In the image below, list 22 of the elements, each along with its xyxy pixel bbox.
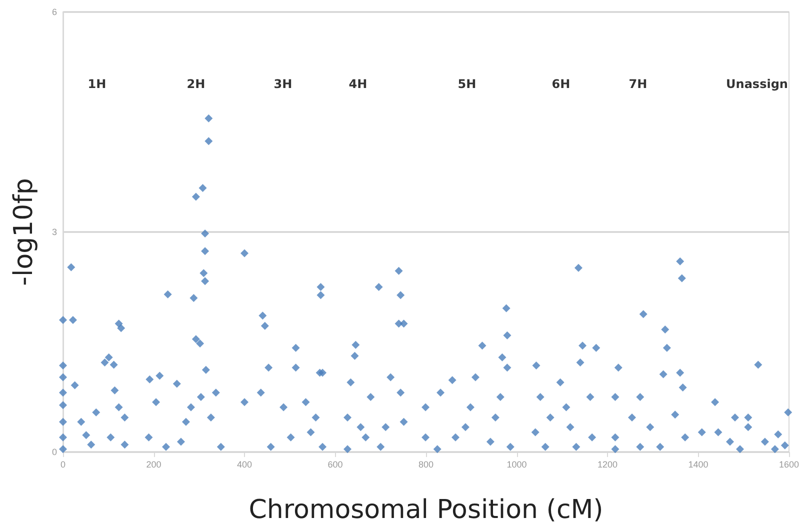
annotation: 4H xyxy=(348,77,368,91)
annotation: 2H xyxy=(186,77,206,91)
x-tick-label: 1200 xyxy=(597,460,618,470)
y-tick-label: 3 xyxy=(52,227,57,237)
x-tick-label: 1600 xyxy=(778,460,800,470)
annotation: 3H xyxy=(274,77,292,91)
y-axis-title: -log10fp xyxy=(9,178,39,286)
annotation: 7H xyxy=(628,77,648,91)
annotation: 6H xyxy=(552,77,570,91)
y-tick-label: 0 xyxy=(52,447,57,457)
annotation: 1H xyxy=(88,77,106,91)
annotation: Unassign xyxy=(726,77,788,91)
annotation: 5H xyxy=(458,77,476,91)
y-tick-label: 6 xyxy=(52,7,57,17)
x-tick-label: 400 xyxy=(236,460,252,470)
x-tick-label: 200 xyxy=(146,460,162,470)
x-tick-label: 1400 xyxy=(688,460,708,470)
x-tick-label: 800 xyxy=(418,460,434,470)
x-tick-label: 0 xyxy=(60,460,66,470)
x-tick-label: 1000 xyxy=(506,460,527,470)
x-tick-label: 600 xyxy=(328,460,343,470)
x-axis-title: Chromosomal Position (cM) xyxy=(248,495,604,525)
